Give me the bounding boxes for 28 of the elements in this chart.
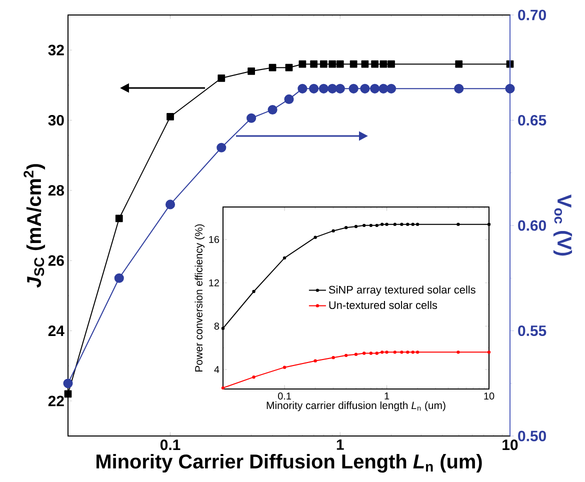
y2-tick-label: 0.70 <box>518 10 546 20</box>
x-tick-label: 0.1 <box>278 392 291 400</box>
x-axis-title: Minority carrier diffusion length L$_{n}$ (um) <box>266 401 446 412</box>
y2-axis-title: V$_{oc}$ (V) <box>553 194 572 256</box>
x-axis-title: Minority Carrier Diffusion Length L$_{n}$ (um) <box>96 454 482 473</box>
y2-tick-label: 0.50 <box>518 430 546 442</box>
y-tick-label: 12 <box>209 279 219 286</box>
y-tick-label: 26 <box>48 255 64 266</box>
y2-tick-label: 0.60 <box>518 220 546 231</box>
y-tick-label: 16 <box>209 236 220 244</box>
y-axis-title: Power conversion efficiency (%) <box>194 224 205 372</box>
x-tick-label: 10 <box>484 392 494 400</box>
y-tick-label: 24 <box>48 326 64 336</box>
y2-tick-label: 0.55 <box>518 325 546 336</box>
x-tick-label: 0.1 <box>160 440 180 450</box>
y-tick-label: 28 <box>48 185 64 196</box>
x-tick-label: 10 <box>502 440 518 450</box>
y-tick-label: 32 <box>48 44 64 56</box>
y-tick-label: 4 <box>214 366 220 373</box>
x-tick-label: 1 <box>384 392 390 400</box>
y-tick-label: 30 <box>48 114 64 126</box>
y-tick-label: 8 <box>214 322 220 330</box>
y2-tick-label: 0.65 <box>518 114 546 126</box>
y-tick-label: 22 <box>48 396 64 406</box>
x-tick-label: 1 <box>336 440 344 450</box>
y-axis-title: J$_{SC}$ (mA/cm$^{2}$) <box>24 164 46 288</box>
legend-label: Un-textured solar cells <box>329 300 438 310</box>
legend-label: SiNP array textured solar cells <box>328 286 476 296</box>
